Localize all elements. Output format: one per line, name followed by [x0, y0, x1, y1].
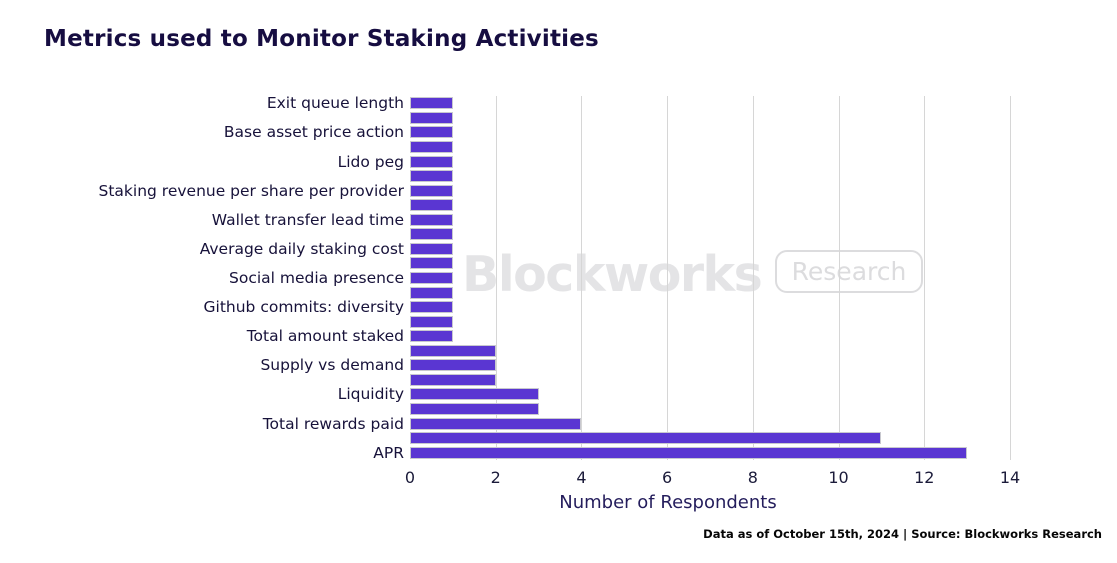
gridline-x-4	[581, 96, 583, 460]
bar-apr	[410, 446, 968, 459]
category-label: Base asset price action	[223, 123, 404, 142]
gridline-x-12	[924, 96, 926, 460]
watermark-research-badge: Research	[775, 250, 923, 293]
category-label: Total rewards paid	[262, 414, 404, 433]
y-axis-labels: Exit queue length Base asset price action…	[0, 94, 405, 462]
bar-unlabeled-9	[410, 228, 453, 241]
category-label: Lido peg	[337, 152, 404, 171]
gridline-x-8	[752, 96, 754, 460]
watermark-brand: Blockworks	[462, 246, 763, 303]
category-label: Social media presence	[229, 269, 404, 287]
bar-social-media-presence	[410, 272, 453, 284]
x-tick-label: 0	[404, 468, 416, 487]
bar-staking-revenue-per-share-per-provider	[410, 184, 453, 197]
gridline-x-14	[1010, 96, 1011, 460]
gridline-x-6	[667, 96, 669, 460]
bar-total-rewards-paid	[410, 417, 582, 430]
bar-unlabeled-5	[410, 170, 453, 183]
category-label: Supply vs demand	[260, 356, 404, 375]
footer-source-note: Data as of October 15th, 2024 | Source: …	[703, 527, 1102, 541]
bar-unlabeled-21	[410, 403, 539, 416]
bar-unlabeled-1	[410, 111, 453, 124]
bar-unlabeled-3	[410, 140, 453, 153]
x-tick-label: 2	[490, 468, 501, 487]
bar-exit-queue-length	[410, 97, 453, 110]
x-tick-label: 6	[662, 468, 673, 487]
bar-unlabeled-11	[410, 257, 453, 270]
bar-unlabeled-23	[410, 432, 882, 445]
watermark-badge-label: Research	[791, 257, 907, 286]
x-tick-label: 8	[747, 468, 758, 487]
gridline-x-2	[495, 96, 497, 460]
plot-area	[410, 96, 1011, 460]
category-label: Average daily staking cost	[199, 239, 404, 258]
bar-average-daily-staking-cost	[410, 242, 453, 255]
category-label: APR	[373, 443, 404, 462]
category-label: Staking revenue per share per provider	[98, 181, 405, 200]
page-title: Metrics used to Monitor Staking Activiti…	[44, 26, 599, 52]
bar-unlabeled-17	[410, 344, 496, 357]
x-tick-label: 12	[914, 468, 935, 487]
category-label: Exit queue length	[266, 94, 404, 113]
x-tick-label: 4	[576, 468, 587, 487]
bar-unlabeled-15	[410, 315, 453, 328]
bar-lido-peg	[410, 155, 453, 168]
category-label: Total amount staked	[246, 327, 404, 346]
x-tick-label: 10	[828, 468, 849, 487]
bar-unlabeled-13	[410, 286, 453, 299]
bar-base-asset-price-action	[410, 126, 453, 139]
bar-github-commits-diversity	[410, 301, 453, 314]
gridline-x-10	[838, 96, 840, 460]
bar-unlabeled-19	[410, 373, 496, 386]
category-label: Github commits: diversity	[203, 298, 404, 317]
bar-total-amount-staked	[410, 330, 453, 343]
category-label: Liquidity	[337, 385, 404, 404]
bar-liquidity	[410, 388, 539, 401]
bar-supply-vs-demand	[410, 359, 496, 372]
category-label: Wallet transfer lead time	[211, 210, 404, 229]
x-axis-title: Number of Respondents	[559, 492, 777, 513]
bar-wallet-transfer-lead-time	[410, 213, 453, 226]
bar-unlabeled-7	[410, 199, 453, 212]
x-tick-label: 14	[999, 468, 1021, 487]
